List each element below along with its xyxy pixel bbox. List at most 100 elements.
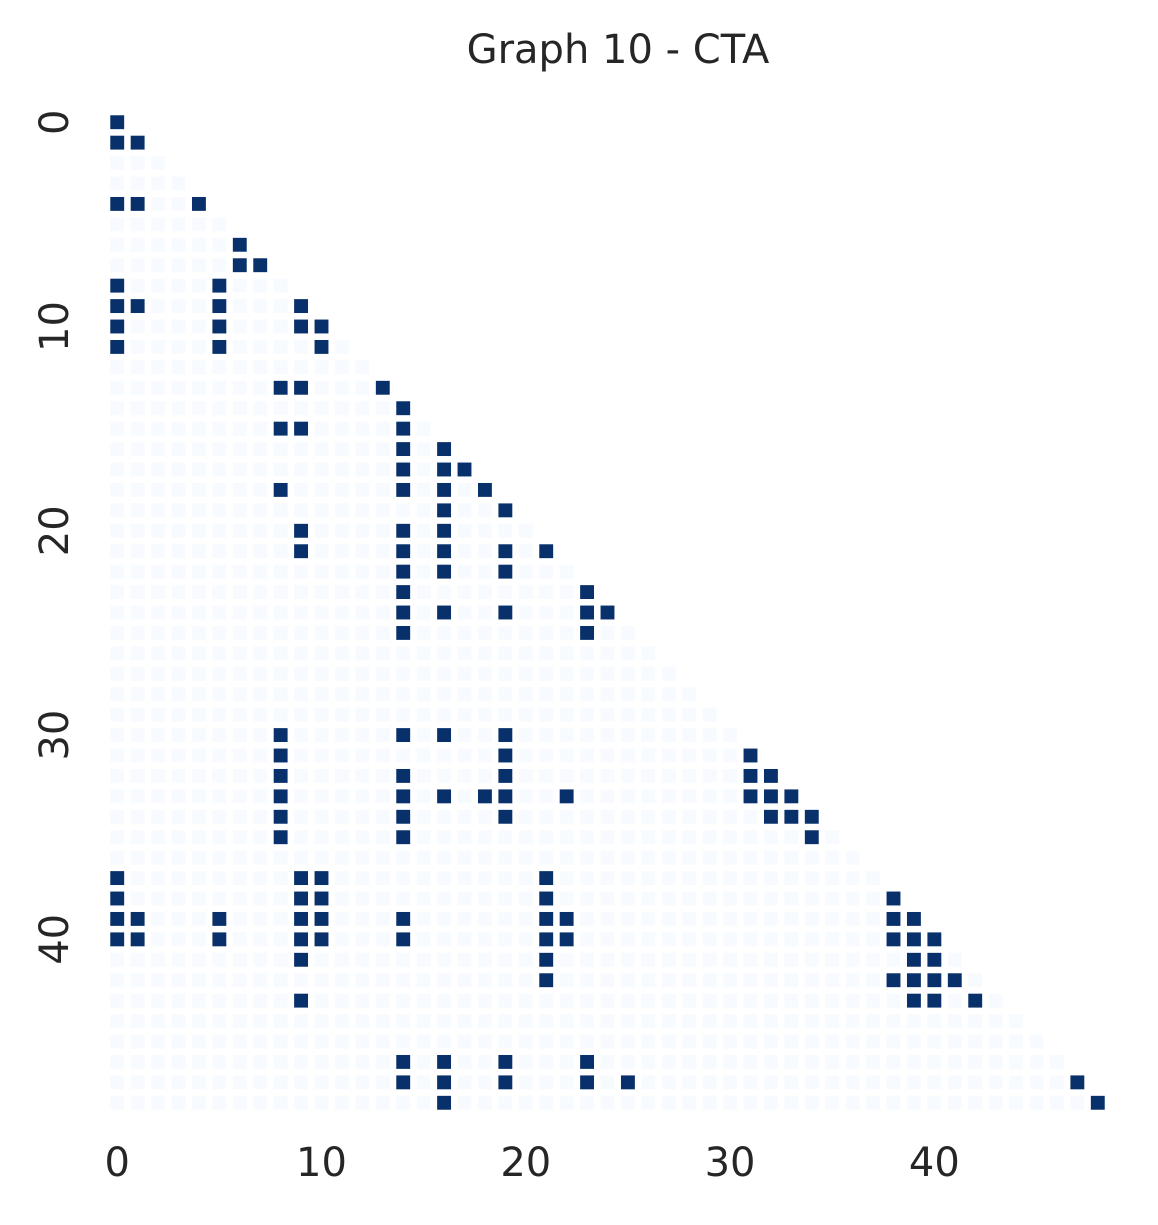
heatmap-cell [559, 911, 574, 926]
heatmap-cell [600, 809, 615, 824]
heatmap-cell [641, 850, 656, 865]
heatmap-cell [212, 646, 227, 661]
heatmap-cell [518, 1054, 533, 1069]
heatmap-cell [416, 1075, 431, 1090]
heatmap-cell [886, 911, 901, 926]
heatmap-cell [559, 993, 574, 1008]
heatmap-cell [396, 789, 411, 804]
heatmap-cell [294, 360, 309, 375]
heatmap-cell [620, 666, 635, 681]
heatmap-cell [743, 748, 758, 763]
heatmap-cell [151, 503, 166, 518]
heatmap-cell [212, 748, 227, 763]
heatmap-cell [682, 973, 697, 988]
heatmap-cell [437, 646, 452, 661]
heatmap-cell [641, 891, 656, 906]
heatmap-cell [620, 1034, 635, 1049]
heatmap-cell [294, 809, 309, 824]
heatmap-cell [620, 646, 635, 661]
heatmap-cell [825, 850, 840, 865]
heatmap-cell [682, 830, 697, 845]
heatmap-cell [110, 462, 125, 477]
heatmap-cell [151, 339, 166, 354]
heatmap-cell [396, 952, 411, 967]
heatmap-cell [171, 830, 186, 845]
heatmap-cell [845, 932, 860, 947]
heatmap-cell [232, 973, 247, 988]
heatmap-cell [334, 809, 349, 824]
heatmap-cell [1029, 1095, 1044, 1110]
heatmap-cell [437, 666, 452, 681]
heatmap-cell [130, 380, 145, 395]
heatmap-cell [314, 646, 329, 661]
heatmap-cell [110, 258, 125, 273]
heatmap-cell [763, 850, 778, 865]
heatmap-cell [375, 605, 390, 620]
heatmap-cell [355, 421, 370, 436]
heatmap-cell [1070, 1095, 1085, 1110]
heatmap-cell [784, 911, 799, 926]
heatmap-cell [110, 646, 125, 661]
heatmap-cell [620, 871, 635, 886]
heatmap-cell [375, 585, 390, 600]
heatmap-cell [743, 830, 758, 845]
heatmap-cell [763, 1014, 778, 1029]
heatmap-cell [600, 911, 615, 926]
heatmap-cell [375, 1034, 390, 1049]
heatmap-cell [968, 1075, 983, 1090]
heatmap-cell [702, 911, 717, 926]
heatmap-cell [477, 911, 492, 926]
heatmap-cell [600, 830, 615, 845]
heatmap-cell [110, 891, 125, 906]
heatmap-cell [702, 932, 717, 947]
heatmap-cell [498, 830, 513, 845]
heatmap-cell [334, 687, 349, 702]
heatmap-cell [477, 707, 492, 722]
heatmap-cell [518, 973, 533, 988]
heatmap-cell [110, 1014, 125, 1029]
heatmap-cell [416, 789, 431, 804]
heatmap-cell [702, 768, 717, 783]
heatmap-cell [477, 891, 492, 906]
heatmap-cell [334, 748, 349, 763]
heatmap-cell [723, 1054, 738, 1069]
heatmap-cell [620, 1054, 635, 1069]
heatmap-cell [151, 1095, 166, 1110]
heatmap-cell [661, 993, 676, 1008]
heatmap-cell [171, 911, 186, 926]
heatmap-cell [539, 605, 554, 620]
heatmap-cell [763, 1054, 778, 1069]
heatmap-cell [559, 932, 574, 947]
heatmap-cell [375, 768, 390, 783]
heatmap-cell [396, 482, 411, 497]
heatmap-cell [253, 1054, 268, 1069]
heatmap-cell [355, 523, 370, 538]
heatmap-cell [927, 1054, 942, 1069]
heatmap-cell [334, 871, 349, 886]
heatmap-cell [886, 952, 901, 967]
heatmap-cell [110, 523, 125, 538]
heatmap-cell [355, 973, 370, 988]
heatmap-cell [212, 993, 227, 1008]
heatmap-cell [661, 1075, 676, 1090]
heatmap-cell [498, 1034, 513, 1049]
heatmap-cell [702, 1014, 717, 1029]
heatmap-cell [130, 156, 145, 171]
heatmap-cell [784, 952, 799, 967]
heatmap-cell [559, 625, 574, 640]
y-tick-label: 30 [32, 710, 78, 761]
heatmap-cell [804, 973, 819, 988]
heatmap-cell [314, 911, 329, 926]
heatmap-cell [600, 687, 615, 702]
heatmap-cell [804, 932, 819, 947]
heatmap-cell [763, 871, 778, 886]
heatmap-cell [151, 176, 166, 191]
heatmap-cell [273, 646, 288, 661]
heatmap-cell [253, 482, 268, 497]
heatmap-cell [110, 503, 125, 518]
heatmap-cell [927, 973, 942, 988]
heatmap-cell [906, 973, 921, 988]
heatmap-cell [723, 952, 738, 967]
heatmap-cell [437, 932, 452, 947]
heatmap-cell [375, 401, 390, 416]
